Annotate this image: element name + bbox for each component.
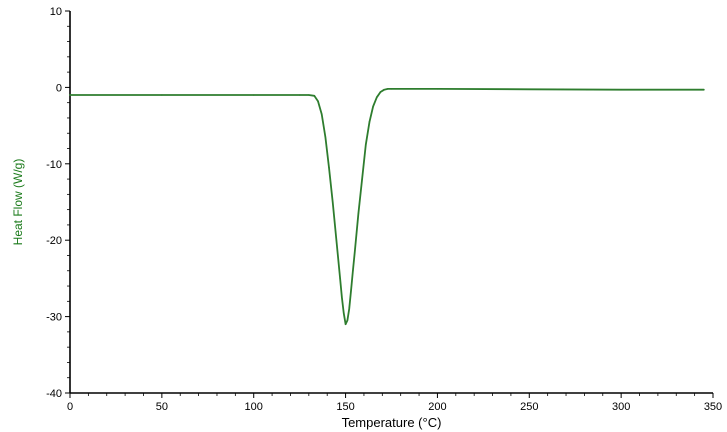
x-tick-label: 100: [245, 401, 263, 413]
data-point: [298, 94, 301, 96]
y-tick-label: -40: [46, 388, 62, 400]
data-point: [368, 121, 371, 123]
data-point: [320, 113, 323, 115]
y-tick-label: -10: [46, 159, 62, 171]
data-point: [376, 96, 378, 99]
data-point: [352, 270, 354, 272]
x-tick-label: 250: [520, 401, 538, 413]
data-point: [253, 94, 255, 96]
data-point: [372, 105, 374, 108]
y-tick-label: -20: [46, 235, 62, 247]
x-axis-title: Temperature (°C): [342, 415, 442, 430]
data-point: [343, 312, 345, 314]
data-point: [350, 289, 352, 291]
heat-flow-series-points: [69, 88, 705, 325]
data-point: [341, 296, 343, 299]
y-tick-label: 10: [50, 6, 62, 18]
data-point: [317, 100, 319, 102]
data-point: [69, 94, 71, 96]
data-point: [335, 239, 338, 241]
data-point: [332, 201, 334, 203]
y-tick-label: -30: [46, 312, 62, 324]
y-tick-label: 0: [56, 82, 62, 94]
data-point: [313, 95, 316, 97]
data-point: [354, 250, 356, 253]
data-point: [379, 91, 382, 93]
data-point: [357, 212, 360, 215]
data-point: [436, 88, 439, 90]
data-point: [308, 94, 310, 96]
data-point: [703, 88, 705, 91]
data-point: [383, 88, 385, 91]
data-point: [346, 319, 349, 322]
major-ticks: [65, 10, 714, 398]
data-point: [161, 94, 163, 96]
data-point: [528, 88, 530, 91]
data-point: [390, 88, 393, 90]
x-tick-label: 300: [612, 401, 630, 413]
data-point: [328, 166, 330, 169]
x-tick-label: 150: [336, 401, 354, 413]
heat-flow-series-line: [69, 88, 705, 326]
x-tick-label: 50: [156, 401, 168, 413]
data-point: [348, 308, 350, 310]
data-point: [344, 323, 347, 325]
x-tick-label: 200: [428, 401, 446, 413]
x-tick-label: 350: [704, 401, 722, 413]
data-point: [365, 144, 367, 146]
data-point: [361, 178, 363, 180]
data-point: [387, 88, 389, 90]
data-point: [324, 136, 327, 138]
data-point: [620, 88, 622, 91]
y-axis-title: Heat Flow (W/g): [11, 159, 25, 246]
x-tick-label: 0: [67, 401, 73, 413]
data-point: [339, 277, 341, 280]
minor-ticks: [67, 25, 696, 396]
